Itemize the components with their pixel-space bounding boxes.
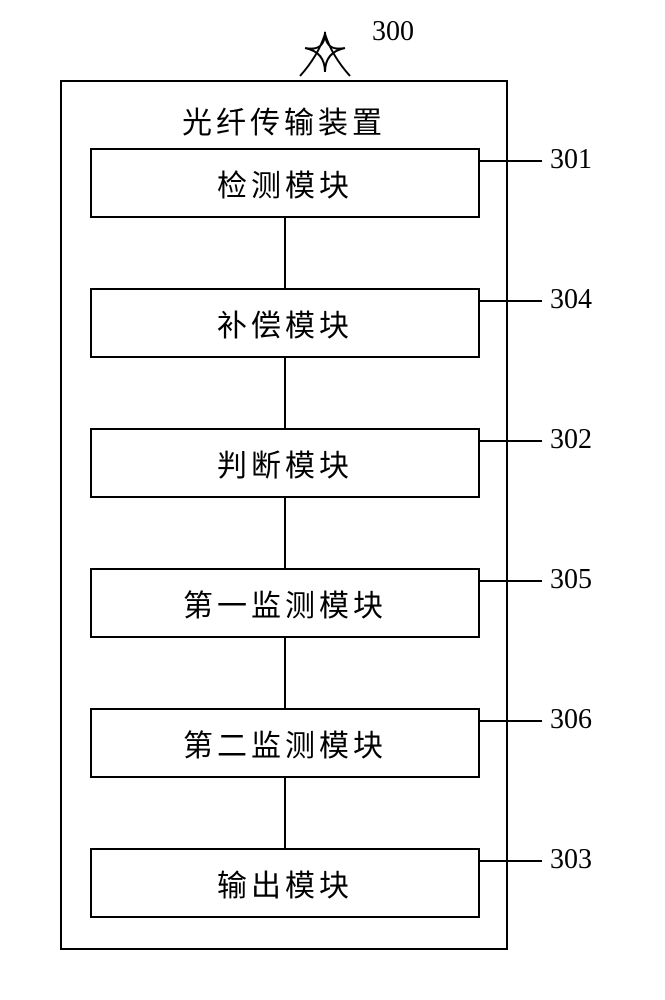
module-judge: 判断模块 xyxy=(90,428,480,498)
ref-label: 305 xyxy=(550,564,592,596)
module-label: 第一监测模块 xyxy=(183,581,387,625)
connector-line xyxy=(284,498,286,568)
device-title: 光纤传输装置 xyxy=(62,98,506,142)
connector-line xyxy=(284,358,286,428)
ref-label: 304 xyxy=(550,284,592,316)
ref-label: 301 xyxy=(550,144,592,176)
ref-lead-line xyxy=(480,860,542,862)
module-label: 判断模块 xyxy=(217,441,353,485)
connector-line xyxy=(284,638,286,708)
ref-label: 303 xyxy=(550,844,592,876)
ref-lead-line xyxy=(480,580,542,582)
ref-label: 306 xyxy=(550,704,592,736)
module-output: 输出模块 xyxy=(90,848,480,918)
module-monitor-1: 第一监测模块 xyxy=(90,568,480,638)
ref-lead-line xyxy=(480,720,542,722)
connector-line xyxy=(284,218,286,288)
module-compensate: 补偿模块 xyxy=(90,288,480,358)
container-ref-label: 300 xyxy=(372,16,414,48)
module-label: 补偿模块 xyxy=(217,301,353,345)
module-detect: 检测模块 xyxy=(90,148,480,218)
ref-lead-line xyxy=(480,440,542,442)
container-brace xyxy=(290,22,360,80)
ref-label: 302 xyxy=(550,424,592,456)
module-monitor-2: 第二监测模块 xyxy=(90,708,480,778)
module-label: 第二监测模块 xyxy=(183,721,387,765)
ref-lead-line xyxy=(480,300,542,302)
module-label: 检测模块 xyxy=(217,161,353,205)
ref-lead-line xyxy=(480,160,542,162)
connector-line xyxy=(284,778,286,848)
module-label: 输出模块 xyxy=(217,861,353,905)
